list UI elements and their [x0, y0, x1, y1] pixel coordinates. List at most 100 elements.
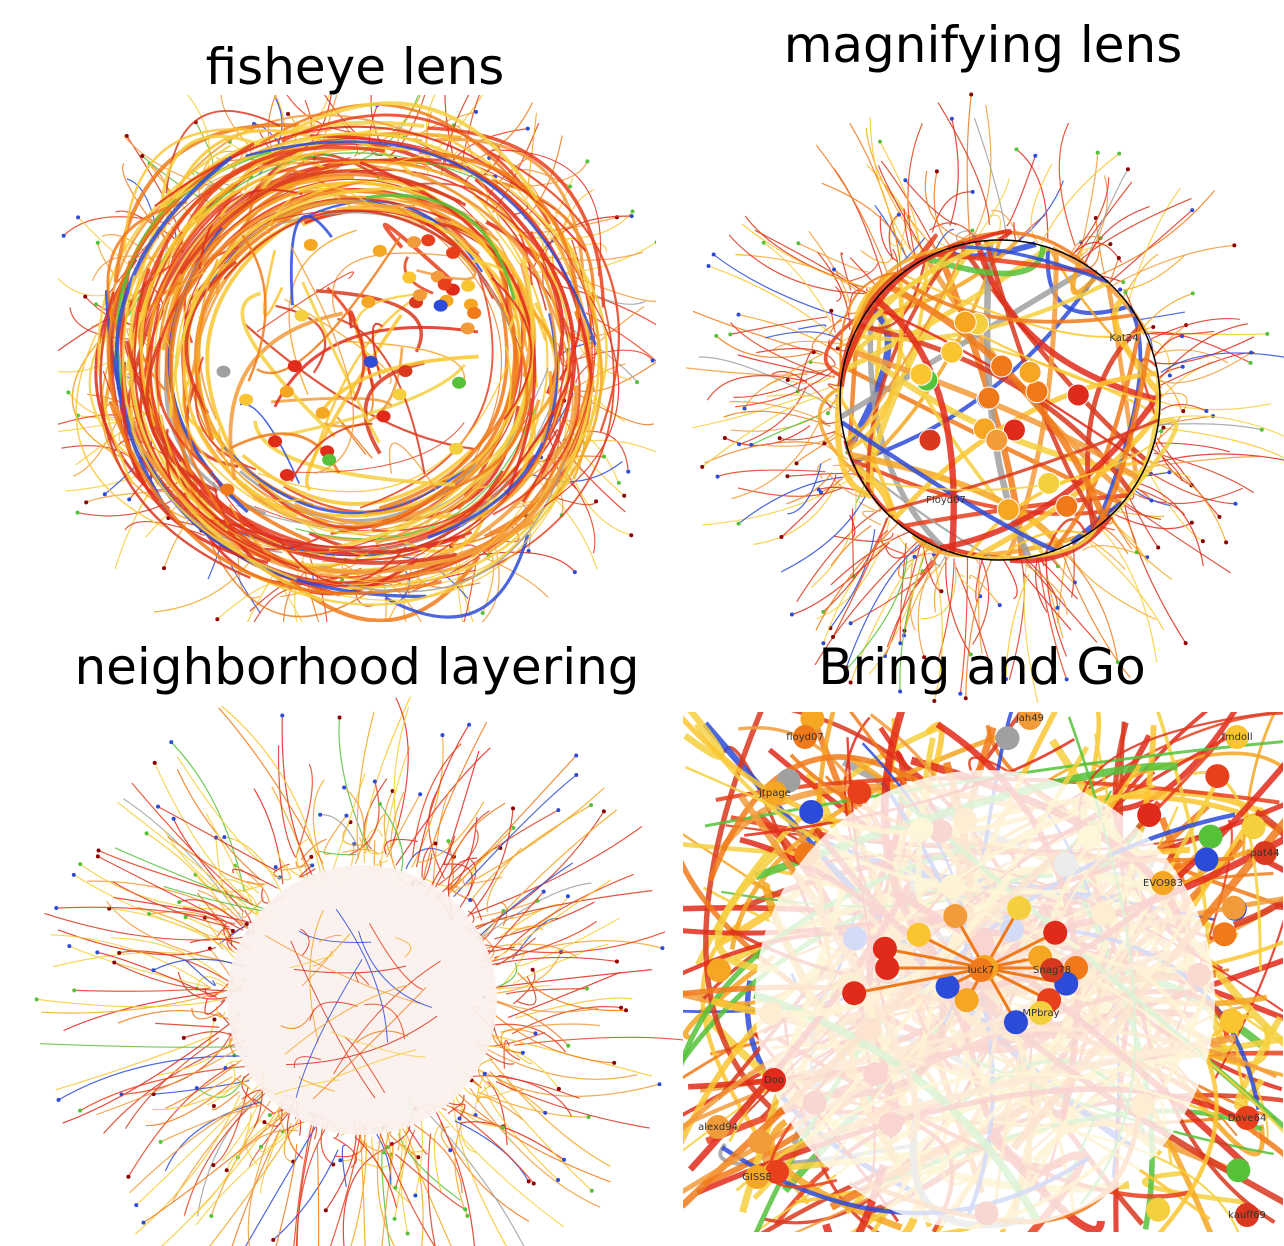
- edge: [421, 1106, 525, 1246]
- edge: [75, 332, 164, 528]
- node-label: EVO983: [1143, 878, 1183, 889]
- edge: [495, 1081, 650, 1129]
- edge: [1016, 148, 1049, 239]
- edge: [196, 258, 329, 525]
- edge: [181, 200, 309, 401]
- edge: [884, 418, 1160, 513]
- edge: [730, 316, 828, 335]
- node: [520, 1050, 525, 1055]
- node: [1118, 287, 1123, 292]
- edge: [302, 560, 320, 622]
- node: [457, 1116, 462, 1121]
- edge: [277, 579, 303, 622]
- edge: [437, 829, 479, 886]
- edge: [714, 845, 784, 973]
- node: [1115, 660, 1120, 665]
- edge: [358, 930, 433, 1009]
- node: [619, 1005, 624, 1010]
- edge: [884, 947, 986, 970]
- edge: [241, 234, 267, 382]
- edge: [155, 289, 214, 474]
- edge: [512, 395, 585, 509]
- edge: [469, 1087, 601, 1208]
- node: [1137, 803, 1162, 828]
- node: [433, 841, 438, 846]
- edge: [914, 552, 937, 561]
- node: [467, 306, 482, 319]
- node: [1235, 1203, 1259, 1227]
- node: [322, 453, 337, 466]
- edge: [463, 559, 478, 622]
- node-label: pat44: [1250, 848, 1279, 859]
- edge: [833, 168, 884, 279]
- node: [629, 214, 634, 219]
- edge: [468, 890, 653, 931]
- edge: [322, 95, 338, 143]
- node: [777, 436, 782, 441]
- edge: [176, 768, 262, 881]
- node: [1248, 360, 1253, 365]
- edge: [167, 836, 264, 885]
- edge: [209, 1117, 300, 1246]
- edge: [1138, 482, 1204, 567]
- edge: [271, 786, 310, 886]
- node: [977, 386, 1001, 410]
- edge: [221, 705, 324, 882]
- node: [822, 441, 827, 446]
- edge: [530, 473, 598, 570]
- edge: [873, 296, 957, 553]
- edge: [754, 229, 864, 292]
- edge: [364, 366, 519, 515]
- edge: [450, 1106, 535, 1184]
- edge: [1009, 514, 1113, 564]
- edge: [145, 1074, 242, 1127]
- layering-panel: [34, 696, 686, 1246]
- edge: [245, 140, 597, 346]
- node: [939, 589, 944, 594]
- edge: [359, 160, 537, 496]
- node: [728, 332, 733, 337]
- node: [151, 968, 156, 973]
- edge: [197, 889, 252, 934]
- edge: [247, 1095, 288, 1246]
- edge: [204, 998, 226, 1015]
- node: [448, 1148, 453, 1153]
- edge: [820, 468, 851, 493]
- node: [211, 1103, 216, 1108]
- node: [963, 696, 968, 701]
- edge: [733, 364, 836, 398]
- edge: [884, 542, 926, 559]
- node: [586, 1115, 591, 1120]
- node: [818, 490, 823, 495]
- node: [1018, 712, 1042, 730]
- edge: [494, 951, 562, 994]
- edge: [857, 326, 1160, 417]
- node-label: Kat24: [1109, 333, 1138, 344]
- node: [83, 294, 88, 299]
- edge: [766, 394, 845, 411]
- node: [584, 986, 589, 991]
- node: [934, 169, 939, 174]
- node: [78, 862, 83, 867]
- node: [736, 521, 741, 526]
- node-label: Dave64: [1228, 1113, 1267, 1124]
- magnifying-panel: Kat24 Floyd07: [686, 92, 1284, 704]
- edge: [393, 706, 410, 846]
- edge: [1058, 122, 1076, 246]
- edge: [486, 1081, 508, 1146]
- edge: [163, 885, 267, 913]
- edge: [1143, 463, 1204, 542]
- node: [526, 1179, 531, 1184]
- edge: [117, 1009, 241, 1025]
- node: [763, 781, 787, 805]
- edge: [99, 291, 251, 579]
- edge: [386, 793, 421, 858]
- edge: [370, 255, 517, 530]
- node: [793, 725, 817, 749]
- edge: [853, 966, 986, 995]
- edge: [578, 343, 632, 381]
- node: [896, 212, 901, 217]
- node: [742, 406, 747, 411]
- edge: [299, 864, 316, 878]
- node: [1167, 470, 1172, 475]
